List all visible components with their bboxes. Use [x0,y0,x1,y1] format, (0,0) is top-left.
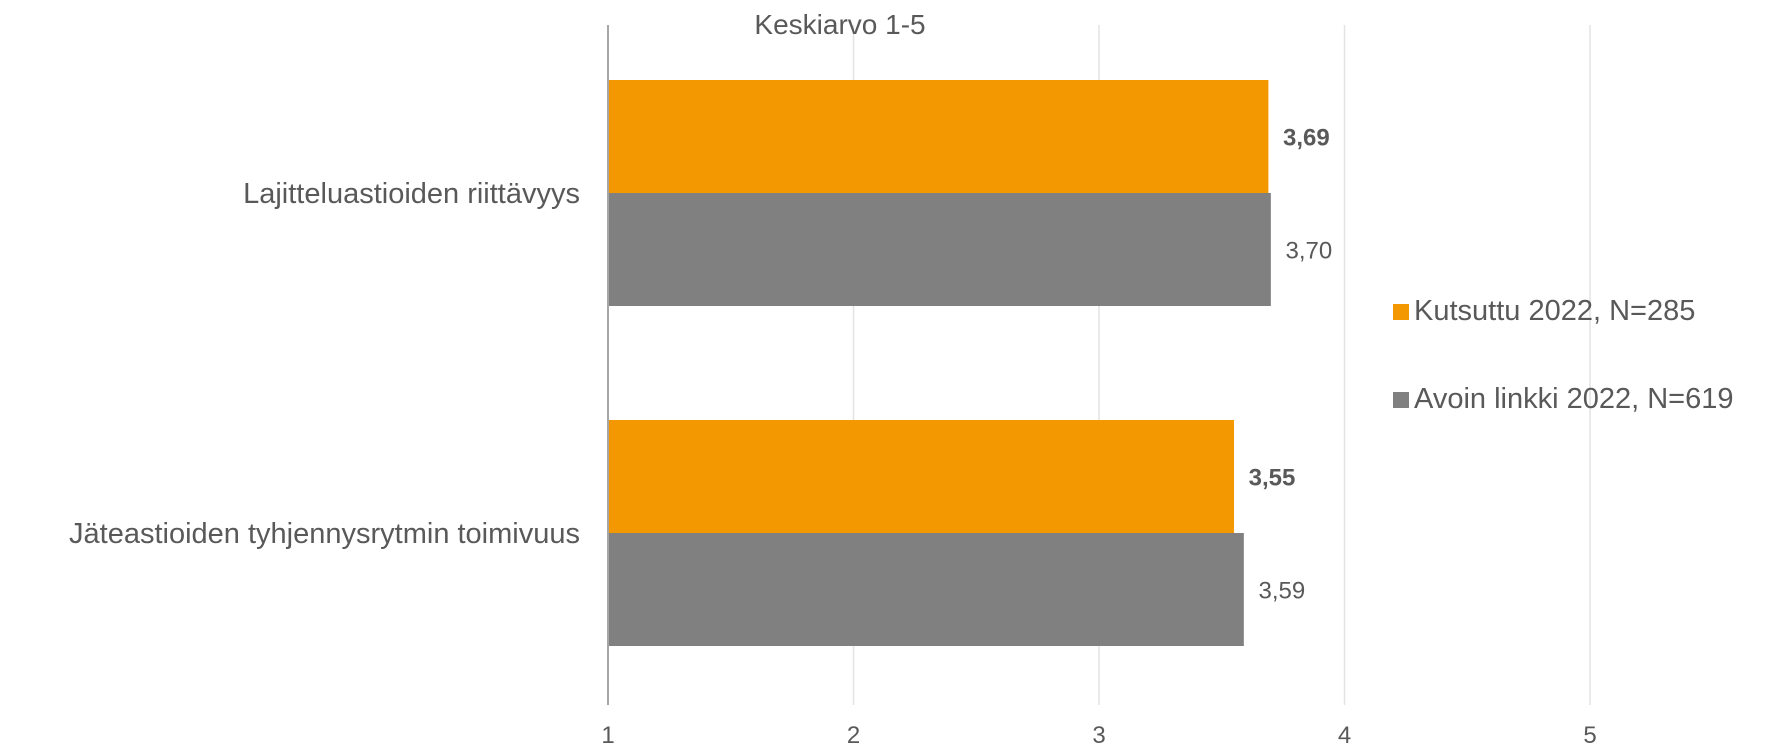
legend-label-avoin-linkki: Avoin linkki 2022, N=619 [1414,383,1733,415]
x-tick-label-3: 3 [1092,722,1105,747]
legend-label-kutsuttu: Kutsuttu 2022, N=285 [1414,295,1695,327]
data-labels: 3,69 3,70 3,55 3,59 [1249,125,1333,605]
x-tick-label-2: 2 [847,722,860,747]
legend-swatch-avoin-linkki [1393,392,1409,408]
data-label-avoin-linkki-2: 3,59 [1258,578,1305,605]
bars [608,80,1271,646]
bar-kutsuttu-1 [608,80,1269,193]
bar-avoin-linkki-2 [608,533,1244,646]
x-tick-label-5: 5 [1583,722,1596,747]
bar-avoin-linkki-1 [608,193,1271,306]
x-axis-ticks: 1 2 3 4 5 [601,722,1596,749]
data-label-kutsuttu-2: 3,55 [1249,465,1296,492]
data-label-kutsuttu-1: 3,69 [1283,125,1330,152]
x-tick-label-1: 1 [601,722,614,747]
category-label-1: Lajitteluastioiden riittävyys [243,178,580,210]
category-labels: Lajitteluastioiden riittävyys Jäteastioid… [69,178,580,550]
legend-swatch-kutsuttu [1393,304,1409,320]
legend: Kutsuttu 2022, N=285 Avoin linkki 2022, N… [1393,295,1733,415]
category-label-2: Jäteastioiden tyhjennysrytmin toimivuus [69,518,580,550]
data-label-avoin-linkki-1: 3,70 [1285,238,1332,265]
chart-title: Keskiarvo 1-5 [754,9,925,40]
x-tick-label-4: 4 [1338,722,1351,747]
bar-kutsuttu-2 [608,420,1235,533]
